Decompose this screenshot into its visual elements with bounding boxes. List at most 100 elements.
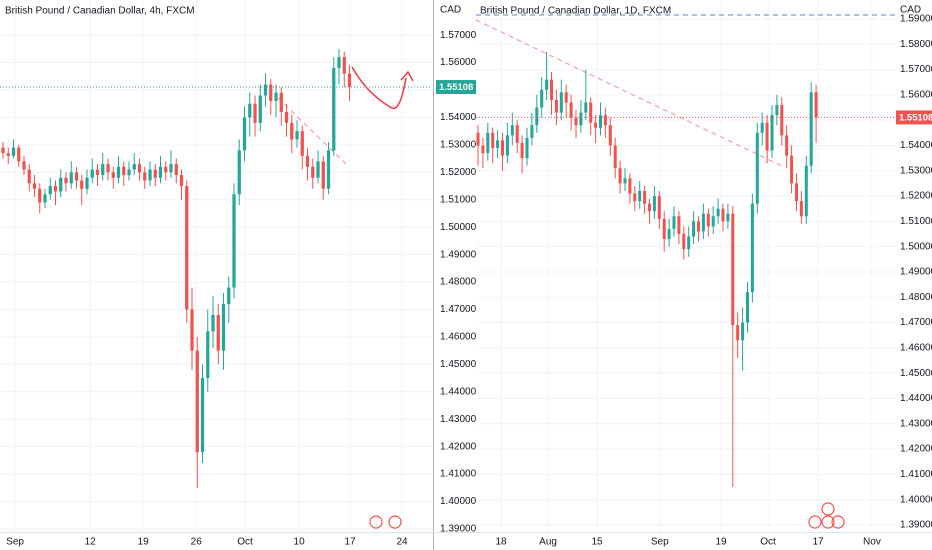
y-tick-label: 1.45000 (900, 368, 932, 379)
y-tick-label: 1.52000 (900, 191, 932, 202)
last-price-badge (896, 110, 932, 125)
candle-body (535, 107, 539, 126)
y-tick-label: 1.39000 (440, 524, 477, 535)
y-tick-label: 1.56000 (900, 90, 932, 101)
candle-body (731, 213, 735, 326)
candle-body (80, 180, 84, 189)
chart-title: British Pound / Canadian Dollar, 4h, FXC… (5, 6, 195, 17)
y-tick-label: 1.54000 (900, 140, 932, 151)
candle-body (85, 177, 89, 189)
x-tick-label: Oct (237, 537, 253, 548)
candle-body (564, 92, 568, 103)
candle-body (216, 314, 220, 351)
candle-body (32, 183, 37, 189)
candle-body (785, 135, 789, 156)
candle-body (745, 292, 750, 323)
y-tick-label: 1.43000 (900, 418, 932, 429)
candle-body (27, 169, 31, 184)
candle-body (667, 228, 671, 240)
candle-body (158, 166, 163, 178)
candle-body (687, 236, 691, 250)
event-icon (808, 515, 822, 529)
candle-body (227, 287, 231, 304)
candle-body (623, 178, 627, 184)
candle-body (515, 125, 519, 143)
candle-body (476, 132, 480, 146)
y-tick-label: 1.58000 (900, 39, 932, 50)
x-tick-label: Sep (651, 537, 669, 548)
y-tick-label: 1.46000 (440, 332, 477, 343)
candle-body (248, 103, 252, 118)
y-tick-label: 1.51000 (440, 194, 477, 205)
last-price-label: 1.55108 (439, 82, 473, 93)
candle-body (17, 147, 21, 162)
candle-body (132, 164, 136, 170)
labels: 1.39000 1.40000 1.41000 1.42000 1.43000 1.440… (5, 5, 932, 548)
event-icons (369, 502, 845, 529)
candles (0, 48, 896, 488)
y-tick-label: 1.51000 (900, 216, 932, 227)
arrow-head (400, 70, 414, 82)
event-icon (369, 515, 383, 529)
y-tick-label: 1.45000 (440, 359, 477, 370)
y-tick-label: 1.41000 (900, 469, 932, 480)
candle-body (628, 178, 632, 194)
candle-body (279, 92, 283, 112)
y-tick-label: 1.46000 (900, 342, 932, 353)
candle-body (540, 89, 544, 108)
candle-body (496, 140, 500, 148)
candle-body (696, 221, 701, 232)
y-tick-label: 1.43000 (440, 414, 477, 425)
candle-body (290, 122, 294, 140)
candle-body (190, 309, 194, 351)
candle-body (554, 99, 558, 113)
candle-body (1, 147, 5, 154)
y-tick-label: 1.48000 (440, 277, 477, 288)
candle-body (48, 186, 52, 195)
candle-body (657, 196, 661, 219)
candle-body (594, 122, 598, 128)
candle-body (721, 208, 725, 222)
candle-body (64, 177, 68, 184)
currency-label: CAD (440, 5, 461, 16)
y-tick-label: 1.47000 (440, 304, 477, 315)
candle-body (101, 164, 105, 176)
y-tick-label: 1.48000 (900, 292, 932, 303)
candle-body (185, 186, 189, 310)
x-tick-label: Aug (539, 537, 557, 548)
candle-body (510, 125, 514, 136)
candle-body (505, 135, 509, 156)
y-tick-label: 1.39000 (900, 520, 932, 531)
candle-body (269, 84, 273, 101)
x-tick-label: 26 (191, 537, 203, 548)
candle-body (122, 166, 126, 176)
candle-body (814, 92, 818, 118)
last-price-label: 1.55108 (899, 112, 932, 123)
candle-body (486, 132, 490, 154)
y-tick-label: 1.53000 (900, 165, 932, 176)
candle-body (491, 132, 495, 148)
x-tick-label: 12 (85, 537, 97, 548)
candle-body (232, 194, 236, 288)
candle-body (258, 95, 262, 123)
candle-body (736, 325, 740, 341)
candle-body (647, 203, 652, 212)
candle-body (750, 203, 754, 293)
candle-body (237, 150, 241, 195)
candle-body (74, 172, 79, 181)
candle-body (770, 115, 774, 151)
x-tick-label: 18 (495, 537, 507, 548)
candle-body (598, 115, 603, 128)
candle-body (59, 177, 63, 192)
candle-body (53, 186, 58, 192)
y-tick-label: 1.42000 (440, 441, 477, 452)
x-tick-label: Nov (863, 537, 881, 548)
candle-body (652, 196, 656, 212)
chart-title: British Pound / Canadian Dollar, 1D, FXC… (480, 6, 671, 17)
candle-body (300, 131, 304, 156)
y-tick-label: 1.52000 (440, 167, 477, 178)
candle-body (559, 92, 563, 113)
candle-body (169, 164, 173, 173)
